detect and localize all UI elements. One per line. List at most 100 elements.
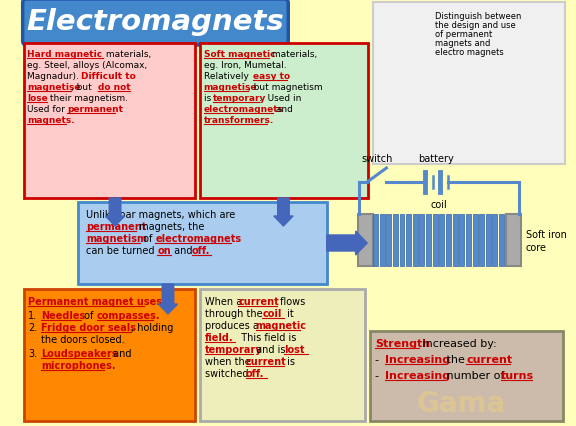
Bar — [380, 214, 385, 266]
FancyBboxPatch shape — [22, 0, 288, 45]
Text: Loudspeakers: Loudspeakers — [41, 349, 118, 359]
Text: Increasing: Increasing — [385, 355, 450, 365]
Bar — [24, 43, 195, 198]
Text: current: current — [246, 357, 287, 367]
Text: through the: through the — [204, 309, 266, 319]
Text: Unlike bar magnets, which are: Unlike bar magnets, which are — [86, 210, 236, 220]
Text: and is: and is — [253, 345, 288, 355]
Text: magnetise: magnetise — [203, 83, 257, 92]
Text: when the: when the — [204, 357, 253, 367]
Text: produces a: produces a — [204, 321, 262, 331]
Bar — [499, 214, 504, 266]
Text: Magnadur).: Magnadur). — [28, 72, 85, 81]
Text: Needles: Needles — [41, 311, 85, 321]
Text: off.: off. — [246, 369, 264, 379]
Text: .  Used in: . Used in — [259, 94, 302, 103]
Bar — [492, 214, 498, 266]
Text: the: the — [443, 355, 468, 365]
Text: eg. Steel, alloys (Alcomax,: eg. Steel, alloys (Alcomax, — [28, 61, 147, 70]
Text: -: - — [375, 355, 379, 365]
Text: the doors closed.: the doors closed. — [41, 335, 124, 345]
FancyArrow shape — [105, 198, 124, 226]
Text: electromagnets: electromagnets — [203, 105, 283, 114]
Text: This field is: This field is — [236, 333, 297, 343]
Bar — [446, 214, 451, 266]
Text: eg. Iron, Mumetal.: eg. Iron, Mumetal. — [203, 61, 286, 70]
Text: the design and use: the design and use — [434, 21, 516, 30]
Text: , holding: , holding — [131, 323, 174, 333]
Text: and: and — [171, 246, 195, 256]
Text: temporary: temporary — [213, 94, 267, 103]
Text: 2.: 2. — [28, 323, 37, 333]
Text: Gama: Gama — [417, 390, 506, 418]
Text: transformers.: transformers. — [203, 116, 274, 125]
Text: materials,: materials, — [269, 50, 317, 59]
Text: Soft magnetic: Soft magnetic — [203, 50, 275, 59]
Text: current: current — [238, 297, 279, 307]
Bar — [200, 43, 368, 198]
Text: number of: number of — [443, 371, 508, 381]
Text: microphones.: microphones. — [41, 361, 116, 371]
Text: increased by:: increased by: — [419, 339, 497, 349]
FancyArrow shape — [327, 231, 367, 255]
Text: Fridge door seals: Fridge door seals — [41, 323, 136, 333]
Text: 3.: 3. — [28, 349, 37, 359]
Bar — [370, 331, 563, 421]
Text: When a: When a — [204, 297, 245, 307]
Text: magnetism: magnetism — [86, 234, 147, 244]
Bar — [419, 214, 425, 266]
Text: Distinguish between: Distinguish between — [434, 12, 521, 21]
Text: Used for: Used for — [28, 105, 68, 114]
Bar — [506, 214, 521, 266]
FancyArrow shape — [158, 284, 177, 314]
Bar — [373, 2, 566, 164]
Text: lose: lose — [28, 94, 48, 103]
Text: do not: do not — [98, 83, 130, 92]
Text: of: of — [81, 311, 97, 321]
Bar — [466, 214, 471, 266]
Text: magnets.: magnets. — [28, 116, 75, 125]
Bar — [453, 214, 457, 266]
Text: magnets and: magnets and — [434, 39, 490, 48]
Text: field.: field. — [204, 333, 233, 343]
Bar — [386, 214, 391, 266]
Text: their magnetism.: their magnetism. — [47, 94, 128, 103]
Text: Relatively: Relatively — [203, 72, 251, 81]
Text: electro magnets: electro magnets — [434, 48, 503, 57]
Text: can be turned: can be turned — [86, 246, 158, 256]
Bar — [393, 214, 398, 266]
Bar — [24, 289, 195, 421]
Bar — [459, 214, 464, 266]
Text: electromagnets: electromagnets — [156, 234, 241, 244]
Text: Strength: Strength — [375, 339, 430, 349]
Bar — [400, 214, 404, 266]
Text: permanent: permanent — [67, 105, 123, 114]
Text: flows: flows — [276, 297, 305, 307]
Text: coil: coil — [262, 309, 282, 319]
Text: of: of — [140, 234, 156, 244]
Text: Difficult to: Difficult to — [81, 72, 136, 81]
Bar — [426, 214, 431, 266]
Text: off.: off. — [192, 246, 210, 256]
Text: it: it — [285, 309, 294, 319]
Text: on: on — [157, 246, 171, 256]
Text: battery: battery — [419, 154, 454, 164]
Text: of permanent: of permanent — [434, 30, 492, 39]
Text: coil: coil — [431, 200, 448, 210]
Text: core: core — [526, 243, 547, 253]
Text: Soft iron: Soft iron — [526, 230, 567, 240]
Text: permanent: permanent — [86, 222, 146, 232]
Text: Increasing: Increasing — [385, 371, 450, 381]
FancyArrow shape — [274, 198, 293, 226]
Bar — [479, 214, 484, 266]
Bar — [200, 289, 365, 421]
Text: materials,: materials, — [103, 50, 151, 59]
Text: magnetic: magnetic — [256, 321, 306, 331]
Text: -: - — [375, 371, 379, 381]
Bar — [358, 214, 373, 266]
Text: , but: , but — [71, 83, 94, 92]
Text: temporary: temporary — [204, 345, 262, 355]
Bar — [439, 214, 444, 266]
Text: is: is — [203, 94, 214, 103]
Text: 1.: 1. — [28, 311, 37, 321]
